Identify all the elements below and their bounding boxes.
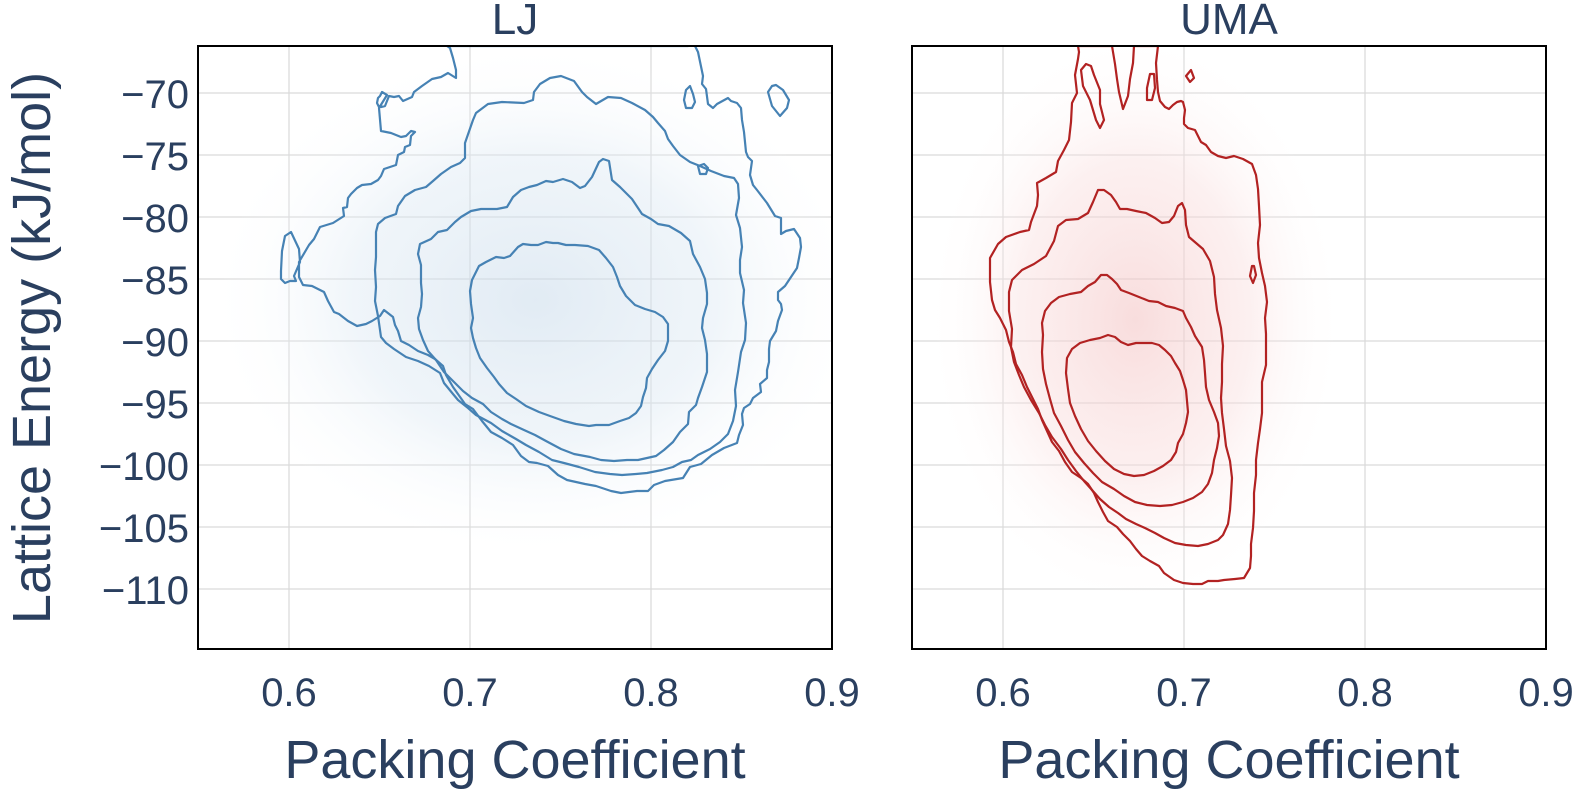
contour-island: [1184, 68, 1196, 84]
x-tick-label: 0.7: [442, 671, 498, 715]
x-tick-label: 0.6: [975, 671, 1031, 715]
y-tick-label: −110: [102, 569, 189, 613]
y-tick-label: −75: [121, 135, 189, 179]
contour-level-1: [279, 46, 803, 495]
contour-level-3: [1040, 273, 1221, 508]
y-axis-title: Lattice Energy (kJ/mol): [2, 72, 62, 624]
contour-level-1: [988, 46, 1269, 586]
x-tick-label: 0.9: [1518, 671, 1574, 715]
y-tick-label: −70: [121, 73, 189, 117]
contour-level-2: [373, 74, 748, 477]
contour-island: [696, 162, 710, 176]
density-fill-lj: [205, 46, 832, 560]
density-fill-uma: [925, 46, 1345, 610]
y-tick-labels: −70 −75 −80 −85 −90 −95 −100 −105 −110: [99, 73, 189, 613]
y-tick-label: −90: [121, 321, 189, 365]
y-tick-label: −105: [99, 507, 189, 551]
panel-lj: LJ: [2, 0, 860, 790]
x-tick-label: 0.8: [1337, 671, 1393, 715]
contour-island: [1079, 62, 1106, 130]
contour-level-4: [1064, 333, 1190, 478]
y-tick-label: −95: [121, 383, 189, 427]
contours-uma: [988, 46, 1269, 586]
x-tick-label: 0.7: [1156, 671, 1212, 715]
y-tick-label: −100: [99, 445, 189, 489]
contour-level-2: [1007, 188, 1234, 548]
contour-island: [1248, 264, 1258, 285]
plot-frame-lj: [197, 45, 833, 650]
plot-frame-uma: [911, 45, 1547, 650]
contour-island: [682, 84, 697, 110]
contour-level-3: [416, 157, 709, 463]
contour-island: [1145, 72, 1157, 102]
y-tick-label: −80: [121, 197, 189, 241]
x-tick-labels-uma: 0.6 0.7 0.8 0.9: [975, 671, 1574, 715]
x-axis-title-lj: Packing Coefficient: [284, 730, 745, 790]
contours-lj: [279, 46, 803, 495]
x-tick-label: 0.6: [261, 671, 317, 715]
x-axis-title-uma: Packing Coefficient: [998, 730, 1459, 790]
contour-level-4: [468, 240, 670, 428]
y-tick-label: −85: [121, 259, 189, 303]
panel-title-uma: UMA: [1180, 0, 1278, 44]
x-tick-label: 0.9: [804, 671, 860, 715]
x-tick-labels-lj: 0.6 0.7 0.8 0.9: [261, 671, 860, 715]
panel-uma: UMA: [911, 0, 1574, 790]
x-tick-label: 0.8: [623, 671, 679, 715]
contour-island: [766, 83, 791, 118]
panel-title-lj: LJ: [492, 0, 538, 44]
